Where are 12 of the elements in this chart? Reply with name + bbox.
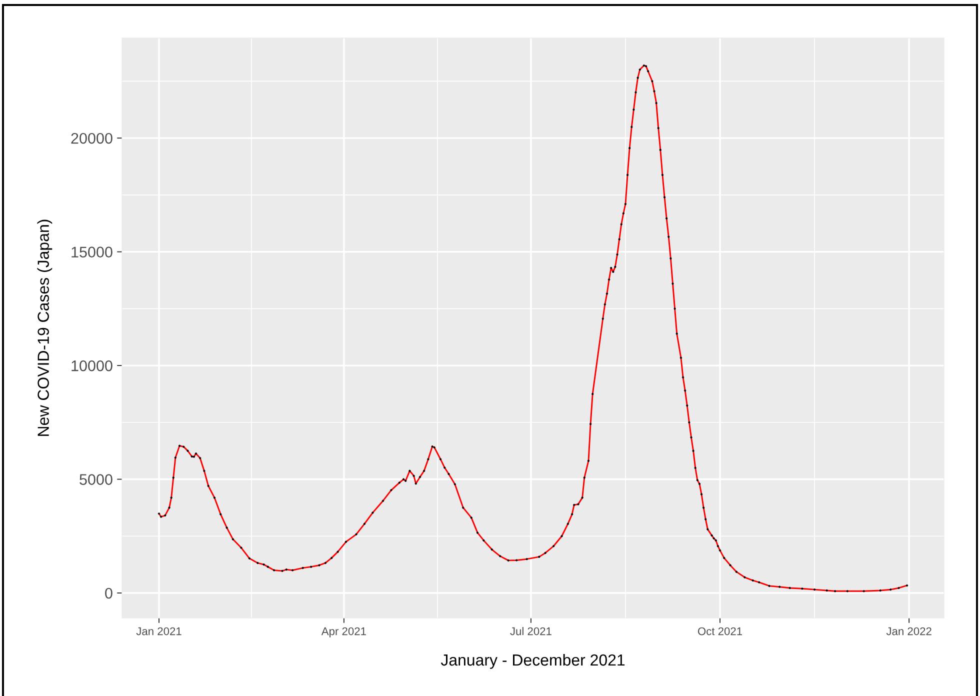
y-tick-label: 5000 — [80, 474, 112, 485]
y-axis-title: New COVID-19 Cases (Japan) — [37, 220, 52, 436]
x-tick-label: Apr 2021 — [321, 627, 366, 638]
y-tick-label: 15000 — [72, 246, 112, 258]
y-tick-label: 0 — [105, 588, 112, 599]
x-tick-label: Jan 2022 — [886, 627, 932, 636]
x-tick-label: Jul 2021 — [510, 627, 552, 636]
x-axis-title: January - December 2021 — [440, 654, 625, 669]
y-tick-label: 10000 — [72, 360, 112, 372]
x-tick-label: Oct 2021 — [698, 627, 742, 636]
y-tick-label: 20000 — [71, 132, 112, 144]
x-tick-label: Jan 2021 — [136, 627, 182, 636]
